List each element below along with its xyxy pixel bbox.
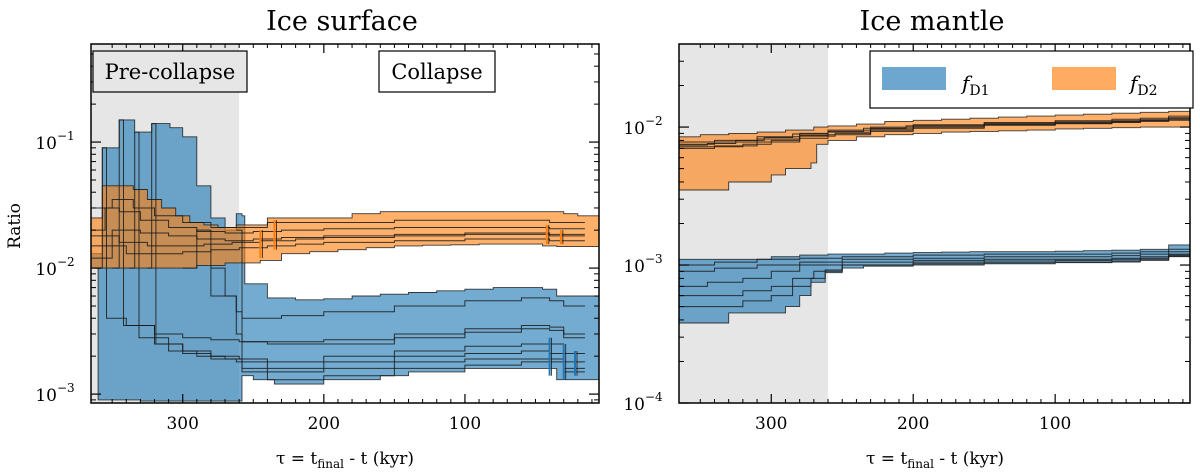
y-tick-label: 10−3 (623, 252, 662, 277)
annotation-pre-collapse-label: Pre-collapse (105, 60, 236, 84)
plot-area: 300 200 100 10−3 10−2 10−1 (35, 43, 600, 434)
legend: fD1 fD2 (869, 50, 1194, 109)
band-fD1 (91, 119, 599, 402)
track-fD1-1 (679, 251, 1190, 272)
y-tick-label: 10−2 (623, 114, 662, 139)
x-tick-label: 300 (755, 414, 787, 434)
legend-swatch-fD2 (1052, 67, 1116, 90)
band-fD2 (91, 185, 599, 269)
track-fD1-6 (236, 229, 585, 381)
shaded-region-pre-collapse (679, 44, 829, 403)
x-axis-label-rest: - t (kyr) (934, 449, 1004, 469)
plot-area: 300 200 100 10−4 10−3 10−2 (623, 43, 1191, 434)
y-axis-label: Ratio (5, 203, 25, 249)
track-fD2-3 (91, 238, 585, 255)
track-fD1-0 (679, 248, 1190, 266)
track-fD2-0 (91, 207, 585, 234)
track-fD1-1 (112, 119, 585, 363)
x-tick-label: 200 (308, 414, 340, 434)
x-axis-label-sub: final (907, 457, 934, 471)
band-fD1 (679, 244, 1190, 324)
x-axis-label: τ = tfinal - t (kyr) (276, 449, 414, 471)
legend-swatch-fD1 (882, 67, 946, 90)
annotation-collapse: Collapse (378, 50, 496, 93)
track-fD1-3 (147, 123, 585, 373)
track-fD1-0 (95, 147, 585, 345)
x-tick-label: 300 (166, 414, 198, 434)
track-fD1-5 (210, 267, 585, 343)
panel-ice-mantle: Ice mantle 300 200 100 10−4 10−3 10−2 τ = tfi… (623, 6, 1194, 471)
y-tick-label: 10−2 (35, 255, 74, 280)
track-fD2-1 (91, 229, 585, 259)
annotation-pre-collapse: Pre-collapse (92, 50, 248, 93)
track-fD1-4 (679, 255, 1190, 308)
band-fD2 (679, 110, 1190, 191)
panel-title: Ice surface (266, 6, 418, 37)
track-fD1-4 (182, 229, 585, 319)
y-tick-label: 10−3 (35, 381, 74, 406)
track-fD2-4 (91, 199, 585, 228)
x-axis-label-main: τ = t (866, 449, 907, 469)
x-axis-label-main: τ = t (276, 449, 317, 469)
x-axis-label-sub: final (317, 457, 344, 471)
track-fD1-2 (129, 131, 585, 369)
y-tick-label: 10−1 (35, 129, 74, 154)
x-axis-label-rest: - t (kyr) (344, 449, 414, 469)
x-tick-label: 100 (1039, 414, 1071, 434)
x-axis-label: τ = tfinal - t (kyr) (866, 449, 1004, 471)
x-tick-label: 200 (897, 414, 929, 434)
track-fD2-2 (91, 233, 585, 247)
axes-frame (90, 43, 600, 404)
panel-title: Ice mantle (860, 6, 1005, 37)
annotation-collapse-label: Collapse (391, 60, 482, 84)
x-tick-label: 100 (449, 414, 481, 434)
track-fD2-4 (679, 117, 1190, 146)
y-tick-label: 10−4 (623, 390, 663, 415)
